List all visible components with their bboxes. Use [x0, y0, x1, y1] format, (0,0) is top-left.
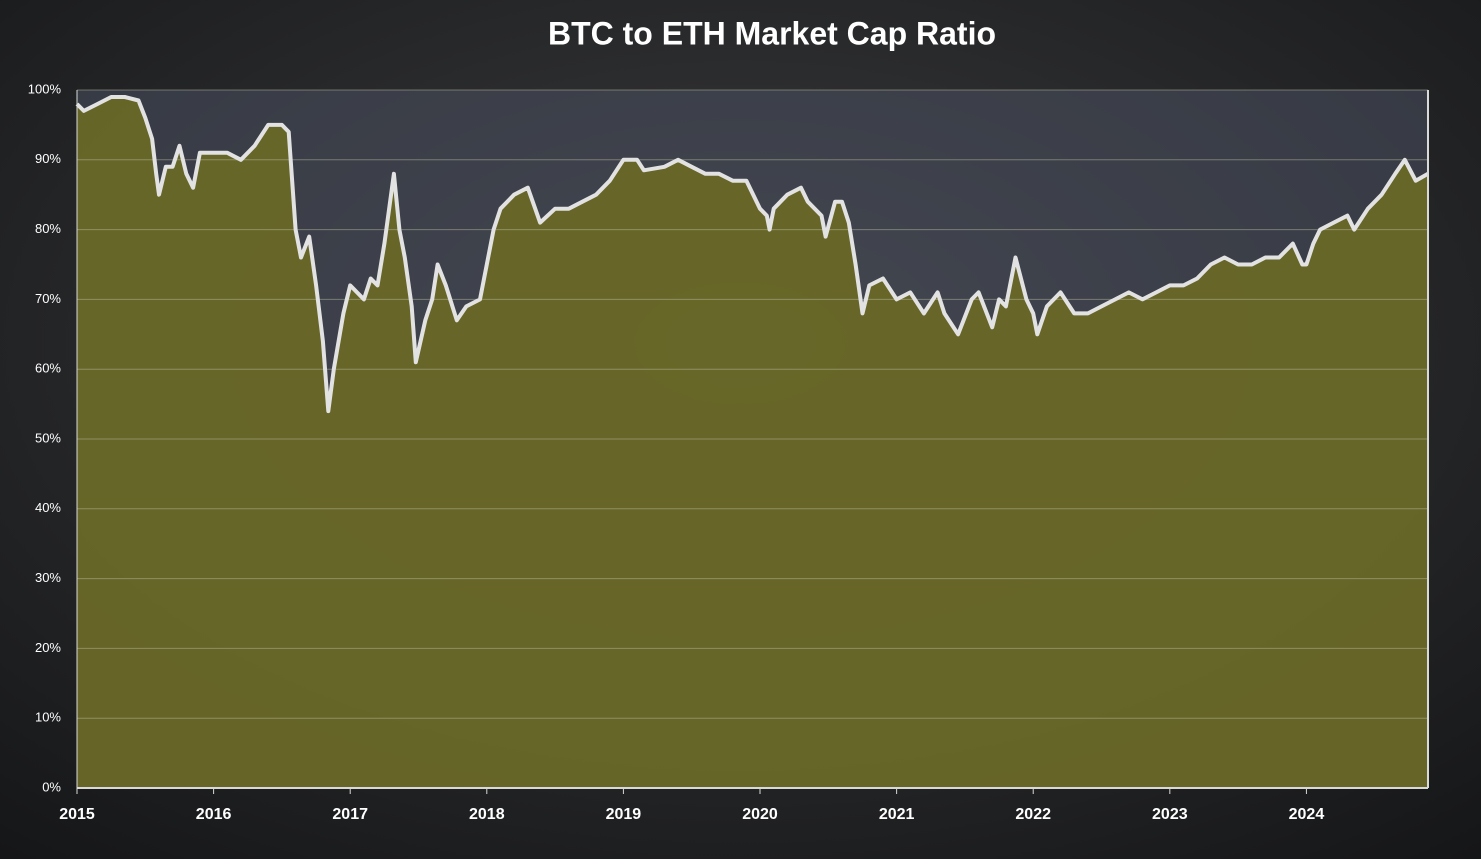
- x-tick-label: 2019: [606, 806, 642, 823]
- line: [75, 95, 1429, 414]
- x-tick-label: 2023: [1152, 806, 1188, 823]
- y-tick-label: 0%: [42, 779, 61, 794]
- y-tick-label: 50%: [35, 430, 61, 445]
- y-tick-label: 40%: [35, 500, 61, 515]
- y-tick-label: 80%: [35, 221, 61, 236]
- x-tick-label: 2020: [742, 806, 778, 823]
- y-tick-label: 90%: [35, 151, 61, 166]
- y-tick-label: 10%: [35, 710, 61, 725]
- x-tick-label: 2022: [1015, 806, 1051, 823]
- x-tick-label: 2024: [1289, 806, 1325, 823]
- y-tick-label: 100%: [28, 81, 62, 96]
- x-tick-label: 2018: [469, 806, 505, 823]
- x-tick-label: 2015: [59, 806, 95, 823]
- y-tick-label: 30%: [35, 570, 61, 585]
- area: [77, 97, 1428, 788]
- x-tick-label: 2021: [879, 806, 915, 823]
- y-tick-label: 20%: [35, 640, 61, 655]
- y-tick-label: 70%: [35, 291, 61, 306]
- x-tick-label: 2017: [332, 806, 368, 823]
- x-tick-label: 2016: [196, 806, 232, 823]
- y-tick-label: 60%: [35, 361, 61, 376]
- chart-title: BTC to ETH Market Cap Ratio: [548, 15, 996, 51]
